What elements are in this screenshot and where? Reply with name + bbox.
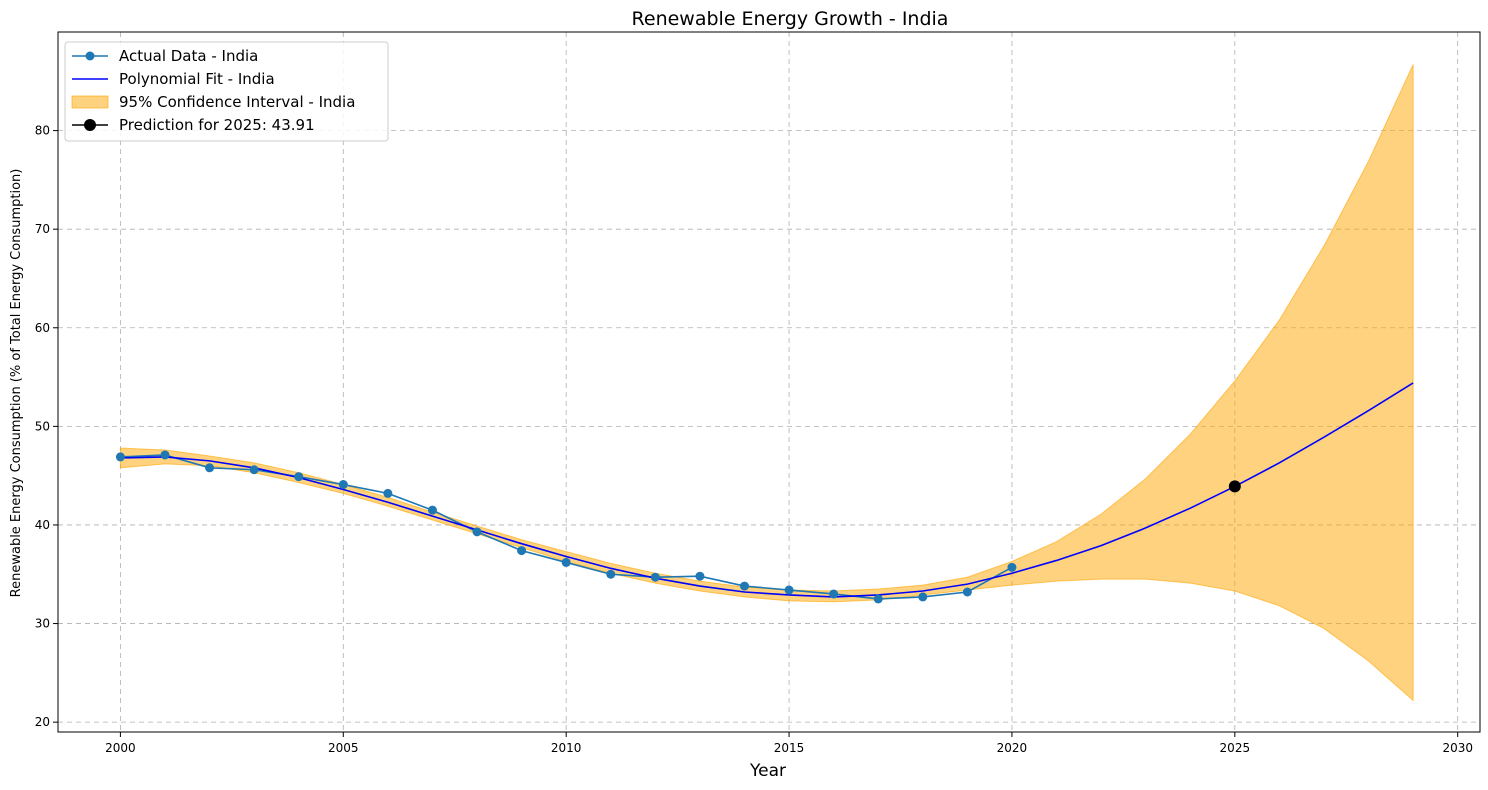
x-tick-label: 2005 [328, 741, 359, 755]
prediction-point [1228, 480, 1241, 493]
y-tick-label: 40 [35, 518, 50, 532]
legend-marker-actual [85, 51, 95, 61]
series-layer [115, 382, 1414, 604]
actual-data-point [829, 589, 839, 599]
actual-data-point [472, 527, 482, 537]
grid [58, 32, 1480, 732]
actual-data-point [784, 585, 794, 595]
actual-data-point [115, 452, 125, 462]
legend-marker-prediction [84, 119, 96, 131]
plot-frame [57, 31, 1481, 733]
legend-handle-band [71, 95, 109, 109]
actual-data-point [561, 557, 571, 567]
actual-data-point [205, 463, 215, 473]
x-tick-label: 2020 [997, 741, 1028, 755]
actual-data-point [160, 450, 170, 460]
legend-box [64, 41, 389, 142]
legend-label: Actual Data - India [119, 47, 258, 65]
actual-data-point [427, 505, 437, 515]
y-tick-label: 70 [35, 222, 50, 236]
actual-data-point [650, 572, 660, 582]
legend: Actual Data - India Polynomial Fit - Indi… [64, 41, 389, 142]
actual-data-point [962, 587, 972, 597]
actual-data-point [695, 571, 705, 581]
legend-label: Prediction for 2025: 43.91 [119, 116, 315, 134]
actual-data-point [294, 472, 304, 482]
legend-label: Polynomial Fit - India [119, 70, 275, 88]
x-tick-label: 2015 [774, 741, 805, 755]
y-tick-label: 30 [35, 617, 50, 631]
polynomial-fit-line [120, 382, 1414, 598]
actual-data-point [606, 569, 616, 579]
actual-data-point [383, 488, 393, 498]
actual-data-point [739, 581, 749, 591]
legend-label: 95% Confidence Interval - India [119, 93, 355, 111]
actual-data-point [1007, 562, 1017, 572]
y-axis-label: Renewable Energy Consumption (% of Total… [9, 169, 24, 598]
actual-data-point [918, 592, 928, 602]
x-tick-label: 2000 [105, 741, 136, 755]
y-tick-label: 60 [35, 321, 50, 335]
x-axis-label: Year [749, 761, 786, 781]
actual-data-point [338, 480, 348, 490]
y-tick-label: 80 [35, 124, 50, 138]
y-tick-label: 20 [35, 715, 50, 729]
x-tick-label: 2030 [1442, 741, 1473, 755]
actual-data-point [873, 594, 883, 604]
actual-data-point [249, 465, 259, 475]
actual-data-point [517, 546, 527, 556]
x-tick-label: 2025 [1220, 741, 1251, 755]
y-tick-label: 50 [35, 419, 50, 433]
axis-ticks: 2000 2005 2010 2015 2020 2025 2030203040506070… [35, 124, 1473, 755]
x-tick-label: 2010 [551, 741, 582, 755]
chart-title: Renewable Energy Growth - India [632, 8, 949, 30]
